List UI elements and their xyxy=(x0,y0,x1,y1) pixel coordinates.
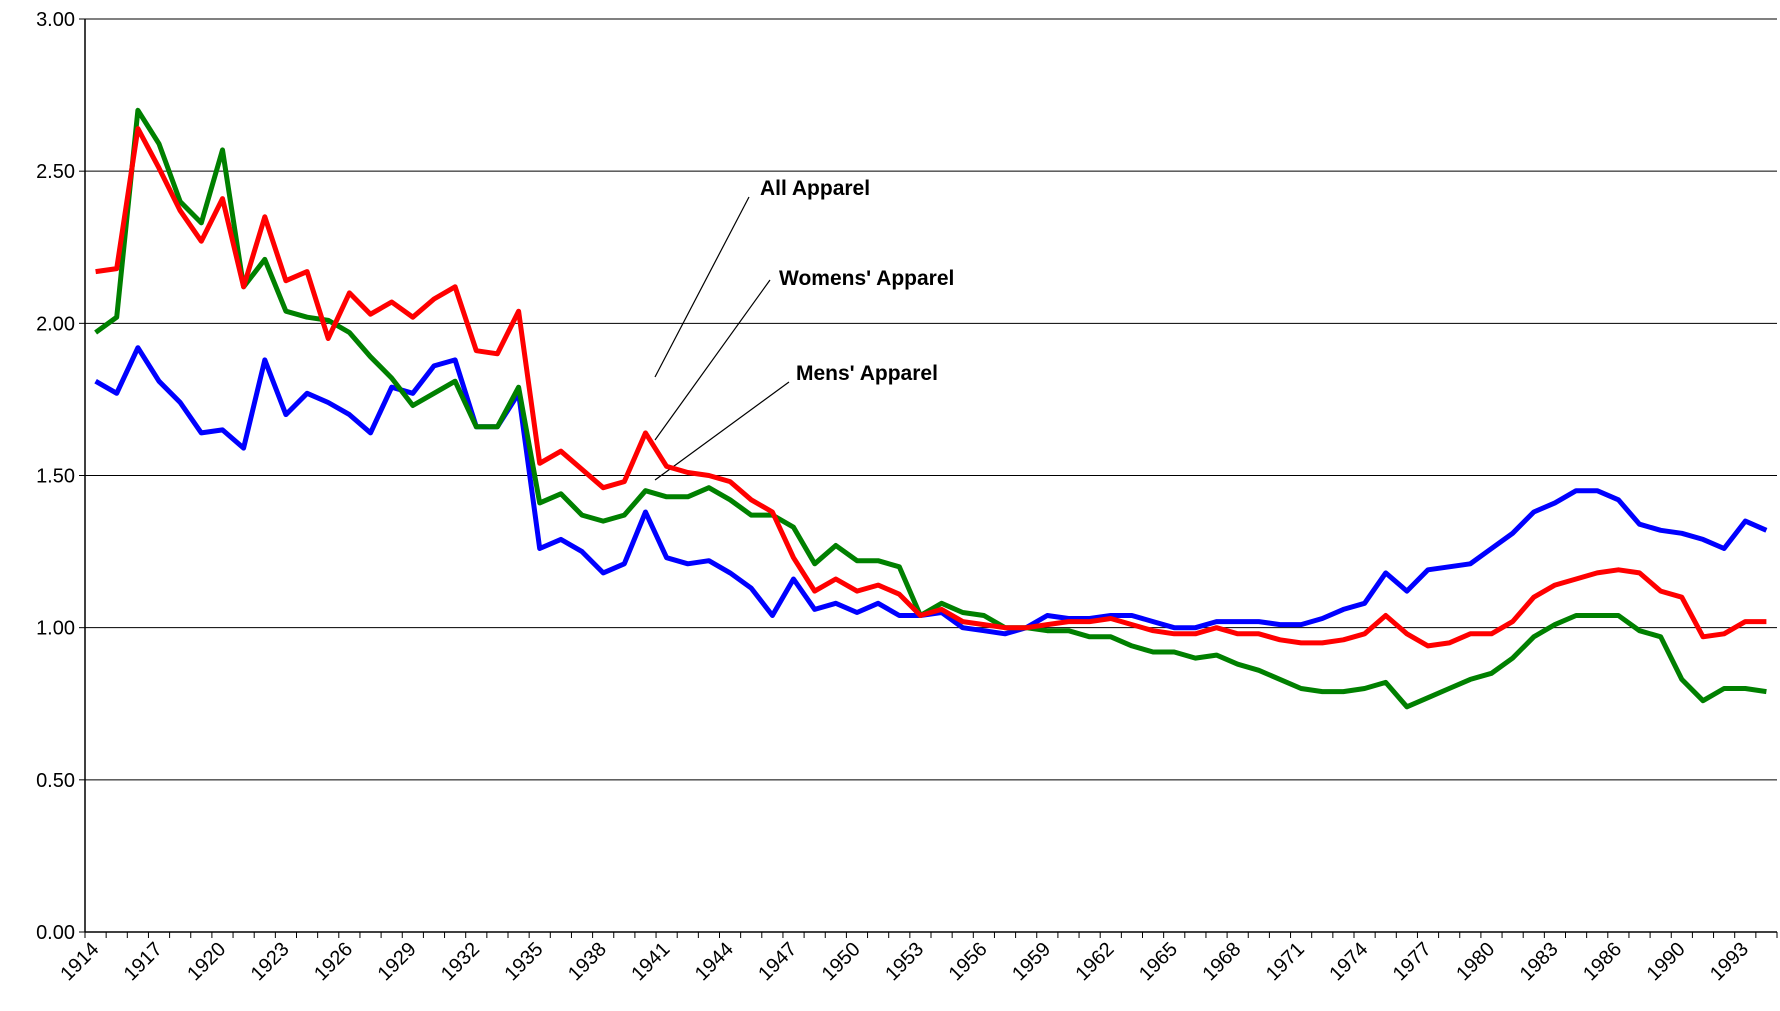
series-line xyxy=(94,345,1768,637)
x-tick-label: 1965 xyxy=(1135,938,1182,985)
x-tick-label: 1944 xyxy=(691,938,738,985)
x-tick-label: 1932 xyxy=(437,938,484,985)
annotation: Womens' Apparel xyxy=(779,267,954,290)
annotation: Mens' Apparel xyxy=(796,362,938,385)
x-tick-label: 1923 xyxy=(247,938,294,985)
x-tick-label: 1959 xyxy=(1008,938,1055,985)
x-tick-label: 1953 xyxy=(881,938,928,985)
annotation-pointer xyxy=(654,279,771,441)
y-tick-label: 2.50 xyxy=(36,161,75,183)
x-tick-label: 1968 xyxy=(1198,938,1245,985)
x-tick-label: 1971 xyxy=(1262,938,1309,985)
annotation-pointer xyxy=(654,196,750,378)
x-tick-label: 1950 xyxy=(818,938,865,985)
y-tick-label: 1.00 xyxy=(36,618,75,640)
annotation-pointer xyxy=(654,381,790,481)
x-tick-label: 1990 xyxy=(1643,938,1690,985)
x-tick-label: 1983 xyxy=(1516,938,1563,985)
x-tick-label: 1993 xyxy=(1706,938,1753,985)
y-tick-label: 3.00 xyxy=(36,9,75,31)
y-tick-label: 0.00 xyxy=(36,922,75,944)
x-tick-label: 1986 xyxy=(1579,938,1626,985)
x-tick-label: 1926 xyxy=(310,938,357,985)
y-tick-label: 1.50 xyxy=(36,466,75,488)
x-tick-label: 1917 xyxy=(120,938,167,985)
x-tick-label: 1914 xyxy=(56,938,103,985)
x-tick-label: 1920 xyxy=(183,938,230,985)
y-tick-label: 2.00 xyxy=(36,313,75,335)
x-tick-label: 1941 xyxy=(627,938,674,985)
series-line xyxy=(95,126,1767,649)
x-tick-label: 1947 xyxy=(754,938,801,985)
x-tick-label: 1929 xyxy=(374,938,421,985)
x-tick-label: 1962 xyxy=(1072,938,1119,985)
annotation: All Apparel xyxy=(760,177,870,200)
x-tick-label: 1980 xyxy=(1452,938,1499,985)
y-tick-label: 0.50 xyxy=(36,770,75,792)
x-tick-label: 1935 xyxy=(500,938,547,985)
x-tick-label: 1977 xyxy=(1389,938,1436,985)
x-tick-label: 1974 xyxy=(1325,938,1372,985)
x-tick-label: 1956 xyxy=(945,938,992,985)
series-line xyxy=(94,107,1767,710)
x-tick-label: 1938 xyxy=(564,938,611,985)
